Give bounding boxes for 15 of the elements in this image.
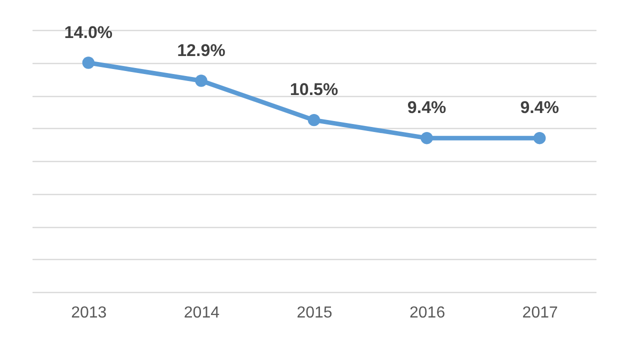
x-tick-label: 2013 xyxy=(71,304,107,322)
data-label: 12.9% xyxy=(177,40,226,60)
data-label: 9.4% xyxy=(407,98,446,118)
data-label: 9.4% xyxy=(520,98,559,118)
x-tick-label: 2014 xyxy=(184,304,220,322)
point xyxy=(420,132,433,144)
x-tick-label: 2015 xyxy=(296,304,332,322)
point xyxy=(308,114,320,126)
data-label: 14.0% xyxy=(64,22,112,42)
x-tick-label: 2017 xyxy=(522,304,558,322)
point xyxy=(195,74,208,87)
point xyxy=(82,56,95,69)
point xyxy=(533,132,546,144)
x-tick-label: 2016 xyxy=(410,304,446,322)
data-label: 10.5% xyxy=(290,80,338,100)
